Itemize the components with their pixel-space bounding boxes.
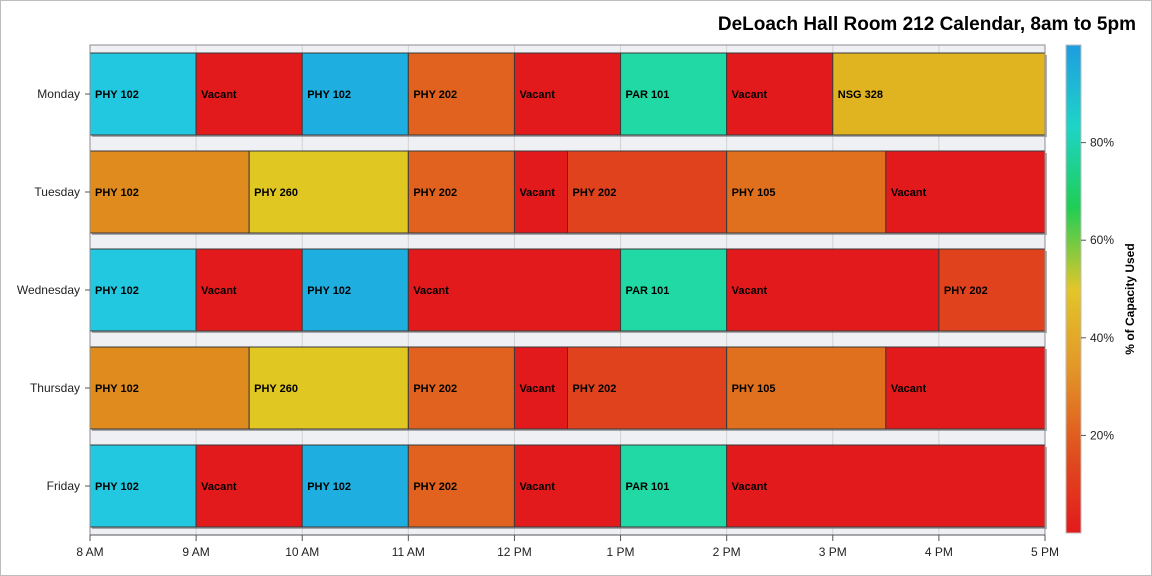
bar-label: PHY 102 [95, 383, 139, 395]
x-tick-label: 11 AM [392, 545, 425, 559]
bar-label: Vacant [201, 89, 237, 101]
schedule-bar[interactable] [885, 150, 1046, 234]
bar-label: PHY 102 [95, 481, 139, 493]
bar-label: Vacant [732, 285, 768, 297]
bar-label: PHY 202 [573, 187, 617, 199]
x-tick-label: 1 PM [607, 545, 635, 559]
bar-label: PHY 202 [413, 481, 457, 493]
bar-label: PHY 202 [944, 285, 988, 297]
schedule-bar[interactable] [938, 248, 1046, 332]
bar-label: PHY 102 [95, 285, 139, 297]
bar-label: PHY 105 [732, 383, 776, 395]
y-tick-label: Wednesday [17, 283, 80, 297]
colorbar-tick-label: 20% [1090, 428, 1114, 442]
bar-label: PHY 102 [307, 481, 351, 493]
schedule-bar[interactable] [89, 248, 197, 332]
x-tick-label: 10 AM [285, 545, 319, 559]
schedule-bar[interactable] [620, 52, 728, 136]
y-tick-label: Friday [47, 479, 80, 493]
bar-label: Vacant [201, 481, 237, 493]
x-tick-label: 9 AM [182, 545, 209, 559]
schedule-bar[interactable] [567, 150, 728, 234]
bar-label: Vacant [413, 285, 449, 297]
schedule-bar[interactable] [513, 52, 622, 136]
y-tick-label: Thursday [30, 381, 80, 395]
schedule-bar[interactable] [248, 150, 409, 234]
bar-label: Vacant [519, 383, 555, 395]
schedule-bar[interactable] [89, 346, 250, 430]
x-tick-label: 3 PM [819, 545, 847, 559]
bar-label: PHY 102 [307, 285, 351, 297]
bar-label: PHY 260 [254, 187, 298, 199]
bar-label: Vacant [891, 187, 927, 199]
schedule-bar[interactable] [832, 52, 1046, 136]
schedule-bar[interactable] [89, 150, 250, 234]
bar-label: PAR 101 [626, 481, 670, 493]
schedule-bar[interactable] [726, 52, 834, 136]
colorbar-tick-label: 80% [1090, 136, 1114, 150]
bar-label: Vacant [519, 89, 555, 101]
schedule-bar[interactable] [513, 346, 569, 430]
bar-label: Vacant [201, 285, 237, 297]
schedule-bar[interactable] [726, 150, 887, 234]
colorbar-label: % of Capacity Used [1123, 243, 1137, 354]
schedule-bar[interactable] [726, 248, 940, 332]
schedule-bar[interactable] [301, 52, 409, 136]
schedule-bar[interactable] [407, 52, 515, 136]
bar-label: PHY 202 [413, 383, 457, 395]
schedule-bar[interactable] [301, 248, 409, 332]
schedule-bar[interactable] [620, 444, 728, 528]
x-tick-label: 12 PM [497, 545, 532, 559]
schedule-bar[interactable] [620, 248, 728, 332]
schedule-bar[interactable] [513, 444, 622, 528]
bar-label: PHY 102 [95, 187, 139, 199]
bar-label: PHY 202 [573, 383, 617, 395]
schedule-bar[interactable] [407, 150, 515, 234]
bar-label: PHY 202 [413, 187, 457, 199]
bar-label: PHY 260 [254, 383, 298, 395]
schedule-bar[interactable] [407, 346, 515, 430]
x-tick-label: 8 AM [76, 545, 103, 559]
schedule-bar[interactable] [195, 248, 303, 332]
bar-label: Vacant [519, 187, 555, 199]
y-tick-label: Tuesday [34, 185, 80, 199]
schedule-bar[interactable] [89, 52, 197, 136]
bar-label: PAR 101 [626, 285, 670, 297]
bar-label: Vacant [732, 481, 768, 493]
bar-label: NSG 328 [838, 89, 883, 101]
schedule-bar[interactable] [726, 346, 887, 430]
schedule-bar[interactable] [407, 248, 622, 332]
bar-label: Vacant [519, 481, 555, 493]
bar-label: Vacant [891, 383, 927, 395]
colorbar [1065, 44, 1082, 534]
schedule-bar[interactable] [301, 444, 409, 528]
colorbar-tick-label: 60% [1090, 233, 1114, 247]
x-tick-label: 2 PM [713, 545, 741, 559]
schedule-bar[interactable] [513, 150, 569, 234]
schedule-bar[interactable] [248, 346, 409, 430]
bar-label: PHY 102 [307, 89, 351, 101]
schedule-bar[interactable] [195, 52, 303, 136]
schedule-bar[interactable] [726, 444, 1046, 528]
bar-label: PHY 105 [732, 187, 776, 199]
schedule-bar[interactable] [567, 346, 728, 430]
x-tick-label: 4 PM [925, 545, 953, 559]
schedule-bar[interactable] [195, 444, 303, 528]
bar-label: PHY 102 [95, 89, 139, 101]
bar-label: PHY 202 [413, 89, 457, 101]
bar-label: Vacant [732, 89, 768, 101]
chart-title: DeLoach Hall Room 212 Calendar, 8am to 5… [717, 14, 1136, 35]
colorbar-tick-label: 40% [1090, 331, 1114, 345]
y-tick-label: Monday [37, 87, 80, 101]
x-tick-label: 5 PM [1031, 545, 1059, 559]
bar-label: PAR 101 [626, 89, 670, 101]
schedule-bar[interactable] [407, 444, 515, 528]
